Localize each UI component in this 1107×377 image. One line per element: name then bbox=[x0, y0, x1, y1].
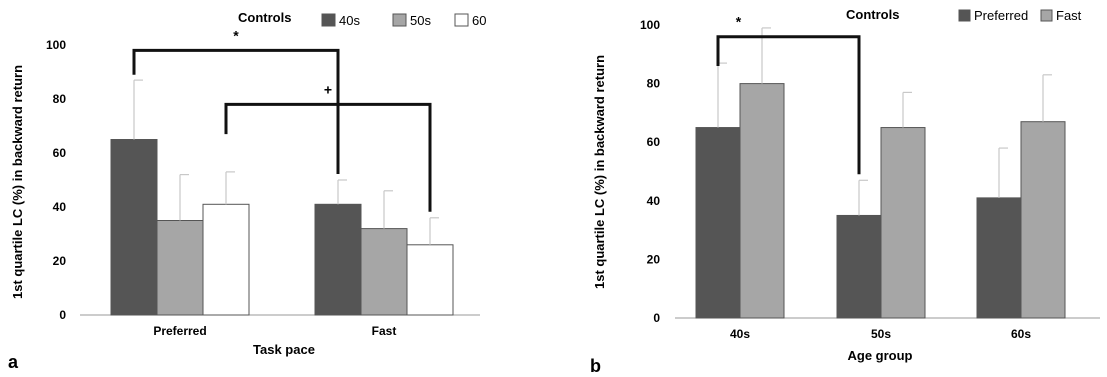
bar-Fast-50s bbox=[880, 127, 926, 319]
bar-Fast-40s bbox=[739, 83, 785, 319]
bar-50s-Fast bbox=[360, 228, 408, 316]
x-axis-label-a: Task pace bbox=[253, 342, 315, 357]
y-tick-label: 40 bbox=[53, 200, 67, 214]
y-tick-label: 60 bbox=[647, 135, 661, 149]
legend-title-b: Controls bbox=[846, 7, 899, 22]
y-tick-label: 100 bbox=[46, 38, 66, 52]
significance-label: + bbox=[324, 81, 332, 97]
x-ticks-b: 40s 50s 60s bbox=[730, 327, 1031, 341]
y-tick-label: 0 bbox=[59, 308, 66, 322]
legend-label-50s: 50s bbox=[410, 13, 431, 28]
x-tick-label-50s: 50s bbox=[871, 327, 891, 341]
bar-60-Preferred bbox=[202, 203, 250, 316]
significance-bracket bbox=[716, 35, 861, 175]
significance-bracket bbox=[132, 48, 340, 174]
legend-a: Controls 40s 50s 60 bbox=[238, 10, 486, 28]
significance-label: * bbox=[233, 27, 239, 43]
y-axis-label-b: 1st quartile LC (%) in backward return bbox=[592, 55, 607, 289]
error-bars-a bbox=[133, 79, 439, 245]
legend-swatch-Preferred bbox=[958, 9, 971, 22]
x-axis-label-b: Age group bbox=[848, 348, 913, 363]
legend-swatch-40s bbox=[321, 13, 336, 27]
y-tick-label: 100 bbox=[640, 18, 660, 32]
y-tick-label: 60 bbox=[53, 146, 67, 160]
y-tick-label: 20 bbox=[53, 254, 67, 268]
x-tick-label-Fast: Fast bbox=[372, 324, 397, 338]
bar-40s-Fast bbox=[314, 203, 362, 316]
significance-bracket bbox=[224, 102, 432, 212]
y-ticks-b: 0 20 40 60 80 100 bbox=[640, 18, 660, 325]
legend-title-a: Controls bbox=[238, 10, 291, 25]
panel-label-b: b bbox=[590, 356, 601, 376]
y-tick-label: 40 bbox=[647, 194, 661, 208]
bar-40s-Preferred bbox=[110, 139, 158, 316]
y-tick-label: 80 bbox=[53, 92, 67, 106]
significance-brackets-b: * bbox=[716, 14, 861, 175]
x-tick-label-Preferred: Preferred bbox=[153, 324, 206, 338]
legend-label-Fast: Fast bbox=[1056, 8, 1082, 23]
bar-50s-Preferred bbox=[156, 220, 204, 316]
bar-Preferred-40s bbox=[695, 127, 741, 319]
legend-swatch-50s bbox=[392, 13, 407, 27]
significance-brackets-a: *+ bbox=[132, 27, 432, 212]
legend-label-Preferred: Preferred bbox=[974, 8, 1028, 23]
panel-label-a: a bbox=[8, 352, 19, 372]
significance-label: * bbox=[736, 14, 742, 30]
y-tick-label: 0 bbox=[653, 311, 660, 325]
bar-60-Fast bbox=[406, 244, 454, 316]
bar-Preferred-60s bbox=[976, 197, 1022, 319]
x-ticks-a: Preferred Fast bbox=[153, 324, 396, 338]
y-tick-label: 80 bbox=[647, 77, 661, 91]
x-tick-label-40s: 40s bbox=[730, 327, 750, 341]
y-ticks-a: 0 20 40 60 80 100 bbox=[46, 38, 66, 322]
legend-swatch-60 bbox=[454, 13, 469, 27]
bars-b bbox=[695, 83, 1066, 319]
bar-Preferred-50s bbox=[836, 214, 882, 319]
legend-label-40s: 40s bbox=[339, 13, 360, 28]
legend-label-60: 60 bbox=[472, 13, 486, 28]
chart-b: 0 20 40 60 80 100 * 40s 50s 60s Age group 1st q… bbox=[590, 7, 1100, 376]
x-tick-label-60s: 60s bbox=[1011, 327, 1031, 341]
y-tick-label: 20 bbox=[647, 252, 661, 266]
bar-Fast-60s bbox=[1020, 121, 1066, 319]
bars-a bbox=[110, 139, 454, 316]
legend-b: Controls Preferred Fast bbox=[846, 7, 1082, 23]
error-bars-b bbox=[717, 27, 1052, 216]
y-axis-label-a: 1st quartile LC (%) in backward return bbox=[10, 65, 25, 299]
legend-swatch-Fast bbox=[1040, 9, 1053, 22]
